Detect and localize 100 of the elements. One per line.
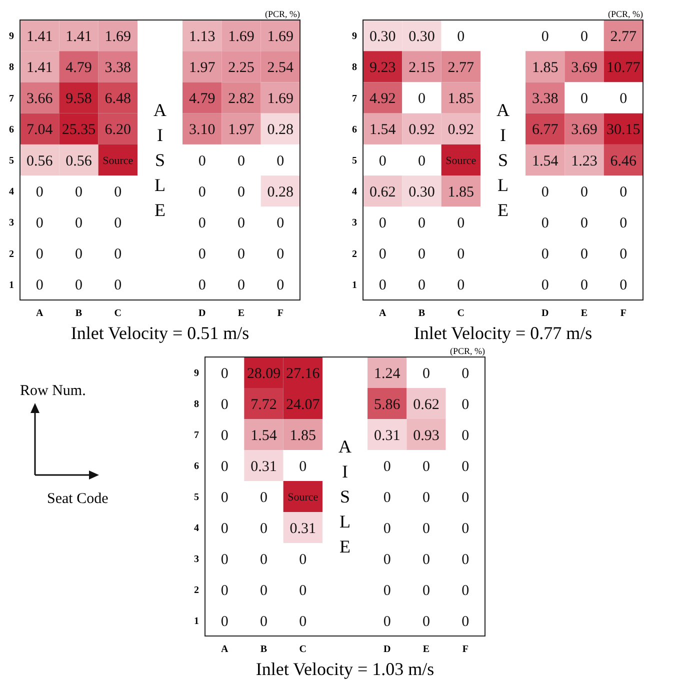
y-tick-label: 3 — [352, 218, 357, 229]
y-tick-label: 9 — [9, 31, 14, 42]
y-tick-label: 6 — [352, 124, 357, 136]
data-label: 0 — [580, 246, 588, 263]
data-label: 0 — [378, 215, 386, 232]
data-label: 0 — [462, 428, 470, 444]
data-label: 0 — [620, 278, 628, 294]
data-label: 0 — [260, 614, 268, 630]
data-label: 0.28 — [267, 122, 294, 138]
data-label: 0 — [462, 614, 470, 630]
data-label: 0 — [220, 490, 228, 506]
data-label: 0 — [220, 552, 228, 568]
y-tick-label: 3 — [194, 554, 199, 565]
data-label: 0 — [114, 246, 122, 263]
data-label: 0.30 — [369, 28, 396, 45]
data-label: 0 — [383, 552, 391, 568]
x-tick-label: C — [114, 308, 122, 319]
data-label: 27.16 — [286, 366, 320, 382]
data-label: 2.54 — [267, 60, 294, 76]
data-label: 0 — [457, 28, 465, 45]
data-label: 0 — [580, 215, 588, 232]
x-tick-label: A — [36, 308, 44, 319]
data-label: 0 — [198, 184, 206, 200]
data-label: 0.31 — [374, 428, 400, 444]
data-label: 0 — [220, 396, 228, 413]
y-tick-label: 6 — [9, 124, 14, 136]
x-axis-title: Inlet Velocity = 1.03 m/s — [256, 659, 434, 679]
data-label: 1.97 — [188, 60, 216, 76]
data-label: 0 — [383, 458, 391, 475]
data-label: 2.77 — [448, 60, 475, 76]
data-label: 0 — [220, 458, 228, 475]
y-tick-label: 1 — [352, 280, 357, 291]
data-label: 0 — [36, 278, 44, 294]
y-tick-label: 5 — [352, 156, 357, 166]
data-label: 0 — [422, 520, 430, 537]
data-label: 0 — [74, 278, 82, 294]
data-label: 0 — [422, 582, 430, 599]
data-label: 0 — [580, 184, 588, 200]
data-label: 0.56 — [26, 153, 54, 170]
data-label: 0 — [198, 215, 206, 232]
y-tick-label: 1 — [9, 280, 14, 291]
data-label: 3.38 — [104, 60, 132, 76]
data-label: 6.20 — [104, 122, 132, 138]
data-label: 0 — [422, 458, 430, 475]
x-tick-label: D — [383, 644, 391, 655]
data-label: 0 — [74, 184, 82, 200]
data-label: 0 — [620, 91, 628, 108]
data-label: 0 — [238, 153, 246, 170]
data-label: 0 — [276, 153, 284, 170]
data-label: 25.35 — [62, 122, 96, 138]
data-label: 0 — [299, 458, 307, 475]
data-label: 0.28 — [267, 184, 294, 200]
data-label: 0 — [74, 215, 82, 232]
data-label: 1.23 — [571, 153, 598, 170]
data-label: 0 — [422, 552, 430, 568]
x-tick-label: B — [418, 308, 426, 319]
data-label: 1.69 — [104, 28, 132, 45]
text: Source — [446, 154, 476, 167]
data-label: 9.23 — [369, 60, 396, 76]
data-label: 0 — [238, 215, 246, 232]
data-label: 0.56 — [66, 153, 92, 170]
y-tick-label: 2 — [9, 248, 14, 260]
data-label: 3.66 — [26, 91, 54, 108]
data-label: 1.85 — [448, 91, 474, 108]
data-label: 0 — [276, 215, 284, 232]
data-label: 0 — [620, 184, 628, 200]
y-tick-label: 2 — [352, 248, 357, 260]
data-label: 0 — [462, 582, 470, 599]
y-tick-label: 6 — [194, 461, 199, 472]
data-label: 1.41 — [26, 60, 53, 76]
data-label: 0 — [378, 278, 386, 294]
text: (PCR, %) — [450, 346, 485, 356]
data-label: 0 — [299, 552, 307, 568]
y-tick-label: 7 — [352, 93, 357, 104]
y-tick-label: 1 — [194, 616, 199, 627]
y-tick-label: 8 — [352, 62, 357, 74]
data-label: 1.69 — [228, 28, 254, 45]
y-tick-label: 2 — [194, 585, 199, 596]
data-label: 0 — [260, 582, 268, 599]
data-label: 0 — [383, 490, 391, 506]
x-tick-label: C — [299, 644, 307, 655]
data-label: 0 — [198, 246, 206, 263]
data-label: 0 — [114, 215, 122, 232]
x-tick-label: D — [198, 308, 206, 319]
data-label: 28.09 — [246, 366, 281, 382]
data-label: 2.25 — [228, 60, 254, 76]
y-tick-label: 4 — [194, 523, 199, 534]
x-tick-label: D — [541, 308, 549, 319]
x-axis-title: Inlet Velocity = 0.51 m/s — [70, 323, 250, 343]
y-tick-label: 8 — [9, 62, 14, 74]
y-tick-label: 9 — [194, 368, 199, 379]
data-label: 0 — [36, 184, 44, 200]
data-label: 3.10 — [188, 122, 216, 138]
data-label: 0 — [383, 614, 391, 630]
data-label: 0 — [238, 184, 246, 200]
data-label: 7.04 — [26, 122, 54, 138]
data-label: 0 — [276, 278, 284, 294]
data-label: 0 — [114, 278, 122, 294]
data-label: 0.92 — [448, 122, 474, 138]
data-label: 0 — [620, 246, 628, 263]
